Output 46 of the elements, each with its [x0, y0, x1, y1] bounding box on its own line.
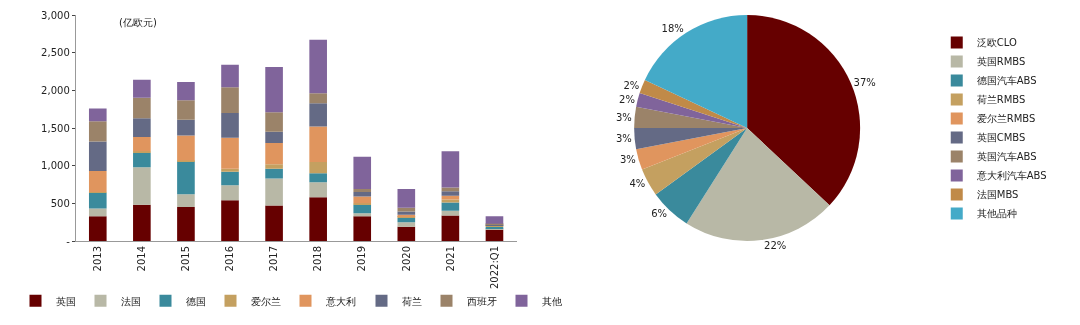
legend-label: 西班牙 [466, 295, 497, 307]
data-label: 37% [853, 76, 876, 88]
x-tick-label: 2016 [224, 246, 236, 272]
legend-label: 爱尔兰 [250, 295, 281, 307]
data-label: 2% [619, 94, 635, 106]
x-tick-label: 2018 [312, 246, 324, 272]
legend-label: 英国RMBS [976, 56, 1026, 68]
data-label: 3% [616, 133, 632, 145]
x-tick-label: 2019 [356, 246, 368, 272]
y-tick-label: 1,000 [41, 160, 70, 172]
data-label: 3% [619, 154, 636, 166]
legend-label: 法国MBS [976, 189, 1019, 201]
legend-label: 法国 [120, 295, 141, 307]
data-label: 22% [764, 240, 787, 252]
data-label: 2% [623, 80, 640, 92]
legend-label: 其他 [541, 295, 562, 307]
y-tick-label: 2,500 [41, 47, 70, 59]
x-tick-label: 2013 [92, 246, 104, 272]
x-tick-label: 2017 [268, 246, 280, 272]
legend-label: 其他品种 [976, 208, 1017, 220]
legend-label: 意大利 [324, 295, 356, 307]
y-tick-label: 3,000 [41, 9, 70, 21]
x-tick-label: 2022:Q1 [488, 246, 500, 290]
legend-label: 泛欧CLO [976, 37, 1017, 49]
y-tick-label: 2,000 [41, 84, 70, 96]
y-tick-label: - [66, 235, 71, 247]
data-label: 18% [661, 23, 684, 35]
x-tick-label: 2014 [136, 246, 148, 272]
x-tick-label: 2015 [180, 246, 192, 272]
data-label: 6% [651, 207, 668, 219]
annotation: (亿欧元) [119, 17, 157, 28]
y-tick-label: 1,500 [41, 122, 70, 134]
data-label: 4% [629, 178, 646, 190]
data-label: 3% [616, 111, 632, 123]
legend-label: 英国汽车ABS [976, 151, 1037, 163]
legend-label: 德国汽车ABS [976, 75, 1037, 87]
legend-label: 英国 [55, 295, 76, 307]
legend-label: 英国CMBS [976, 132, 1026, 144]
legend-label: 意大利汽车ABS [975, 170, 1047, 182]
legend-label: 德国 [185, 295, 206, 307]
legend-label: 荷兰RMBS [976, 94, 1026, 106]
legend-label: 荷兰 [401, 295, 422, 307]
legend-label: 爱尔兰RMBS [976, 113, 1036, 125]
x-tick-label: 2020 [400, 246, 412, 272]
y-tick-label: 500 [50, 197, 70, 209]
x-tick-label: 2021 [444, 246, 456, 272]
